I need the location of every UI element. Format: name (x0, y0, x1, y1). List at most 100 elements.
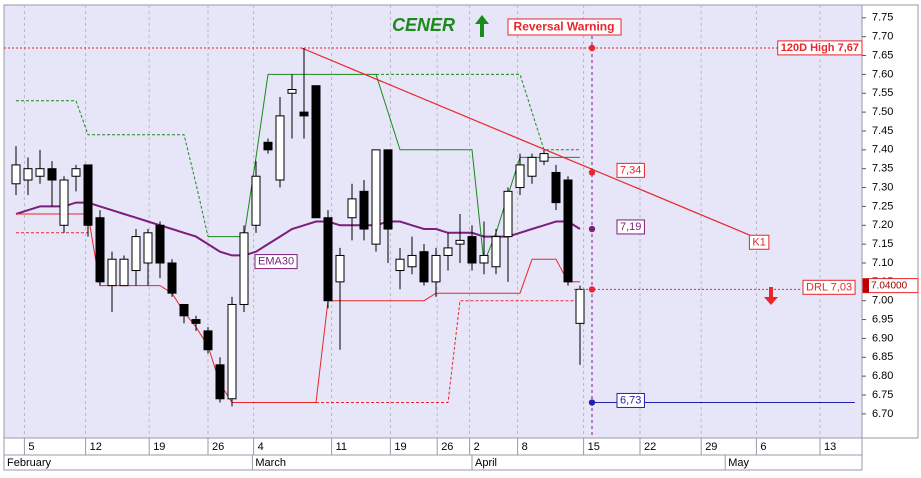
level-label: 6,73 (620, 394, 641, 406)
level-label-box (802, 279, 856, 295)
x-tick-label: 19 (394, 441, 406, 453)
trendline-label-box (748, 234, 770, 250)
y-tick-label: 7.20 (872, 219, 893, 231)
level-marker (588, 399, 596, 406)
candle-body (335, 254, 345, 283)
candle-body (371, 149, 381, 245)
month-label: April (475, 457, 497, 469)
candle-body (347, 198, 357, 219)
candle-body (167, 262, 177, 294)
y-axis-area (861, 4, 919, 439)
y-tick-label: 7.00 (872, 295, 893, 307)
candle-body (299, 111, 309, 117)
candle-body (539, 153, 549, 162)
y-tick-label: 6.80 (872, 370, 893, 382)
candle-body (551, 171, 561, 204)
candle-body (455, 239, 465, 245)
candle-body (491, 236, 501, 268)
level-label: DRL 7,03 (806, 281, 852, 293)
candle-body (503, 190, 513, 238)
chart-title: CENER (392, 15, 455, 35)
y-tick-label: 7.50 (872, 106, 893, 118)
candle-body (251, 175, 261, 226)
candle-body (575, 288, 585, 324)
x-tick-label: 13 (824, 441, 836, 453)
y-tick-label: 7.15 (872, 238, 893, 250)
level-label: 7,34 (620, 164, 641, 176)
candle-body (95, 217, 105, 283)
candle-body (275, 115, 285, 181)
annotation: Reversal Warning (514, 20, 615, 34)
x-axis-area (3, 437, 863, 471)
candle-body (515, 164, 525, 189)
x-tick-label: 26 (441, 441, 453, 453)
candle-body (47, 168, 57, 181)
level-label: 120D High 7,67 (781, 42, 859, 54)
candle-body (443, 247, 453, 256)
candle-body (131, 236, 141, 272)
candle-body (107, 258, 117, 287)
up-arrow-icon (475, 15, 489, 37)
level-label-box (616, 392, 645, 408)
candle-body (143, 232, 153, 264)
level-marker (588, 286, 596, 293)
candle-body (359, 190, 369, 230)
plot-area (3, 4, 863, 439)
y-tick-label: 7.45 (872, 125, 893, 137)
candle-body (467, 236, 477, 264)
plot-layer: EMA30 K1 120D High 7,67 7,34 7,19 DRL 7,03 6,7… (4, 5, 863, 438)
candle-body (395, 258, 405, 272)
candle-body (215, 364, 225, 400)
x-tick-label: 26 (212, 441, 224, 453)
x-tick-label: 4 (258, 441, 264, 453)
candle-body (155, 224, 165, 264)
x-tick-label: 5 (28, 441, 34, 453)
y-tick-label: 6.95 (872, 313, 893, 325)
y-tick-label: 7.60 (872, 68, 893, 80)
level-label-box (616, 162, 645, 178)
y-tick-label: 6.75 (872, 389, 893, 401)
candle-body (563, 179, 573, 283)
x-tick-label: 19 (153, 441, 165, 453)
candle-body (527, 156, 537, 177)
candle-body (119, 258, 129, 287)
candle-body (419, 251, 429, 283)
indicator-line (16, 232, 580, 403)
candle-body (203, 330, 213, 351)
candle-body (11, 164, 21, 185)
candle-body (479, 254, 489, 264)
x-tick-label: 22 (644, 441, 656, 453)
candle-body (227, 303, 237, 400)
down-arrow-icon (764, 287, 778, 305)
candle-body (383, 149, 393, 230)
month-label: February (7, 457, 52, 469)
month-label: March (255, 457, 286, 469)
trendline (301, 47, 763, 241)
y-tick-label: 7.25 (872, 200, 893, 212)
x-tick-label: 8 (522, 441, 528, 453)
level-marker (588, 169, 596, 176)
last-price-label: 7.04000 (871, 280, 908, 291)
indicator-line (15, 201, 581, 257)
x-tick-label: 2 (474, 441, 480, 453)
candle-body (35, 168, 45, 177)
y-tick-label: 6.70 (872, 408, 893, 420)
y-tick-label: 7.40 (872, 144, 893, 156)
candle-body (179, 303, 189, 317)
level-marker (588, 44, 596, 52)
indicator-line (208, 73, 580, 264)
level-label-box (777, 40, 863, 56)
level-marker (588, 225, 596, 233)
candle-body (311, 85, 321, 219)
y-tick-label: 6.90 (872, 332, 893, 344)
candle-body (71, 168, 81, 177)
candle-body (23, 168, 33, 181)
trendline-label: K1 (752, 236, 765, 248)
y-tick-label: 7.10 (872, 257, 893, 269)
x-tick-label: 11 (336, 441, 347, 453)
candle-body (263, 141, 273, 151)
candle-body (431, 254, 441, 283)
y-tick-label: 7.30 (872, 181, 893, 193)
